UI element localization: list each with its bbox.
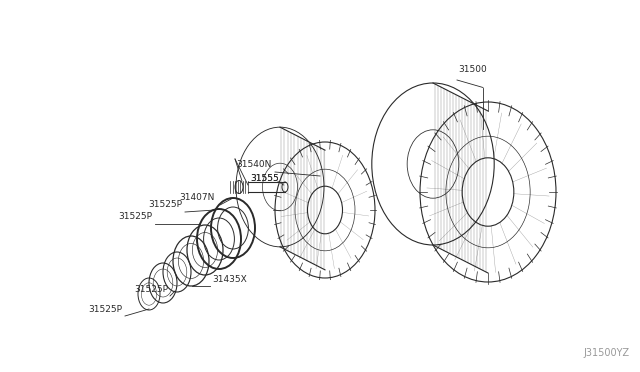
Text: 31407N: 31407N bbox=[180, 193, 215, 202]
Text: 31525P: 31525P bbox=[134, 285, 168, 294]
Text: J31500YZ: J31500YZ bbox=[584, 348, 630, 358]
Text: 31555: 31555 bbox=[250, 174, 279, 183]
Text: 31435X: 31435X bbox=[212, 275, 247, 284]
Text: 31525P: 31525P bbox=[148, 200, 182, 209]
Text: 31555: 31555 bbox=[250, 174, 279, 183]
Text: 31500: 31500 bbox=[458, 65, 487, 74]
Text: 31525P: 31525P bbox=[118, 212, 152, 221]
Text: 31525P: 31525P bbox=[88, 305, 122, 314]
Text: 31540N: 31540N bbox=[237, 160, 272, 169]
